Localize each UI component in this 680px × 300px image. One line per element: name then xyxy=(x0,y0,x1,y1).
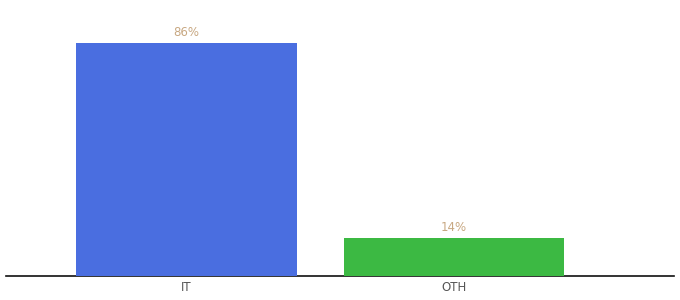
Text: 86%: 86% xyxy=(173,26,199,39)
Bar xyxy=(344,238,564,276)
Bar xyxy=(76,44,296,276)
Text: 14%: 14% xyxy=(441,221,467,234)
